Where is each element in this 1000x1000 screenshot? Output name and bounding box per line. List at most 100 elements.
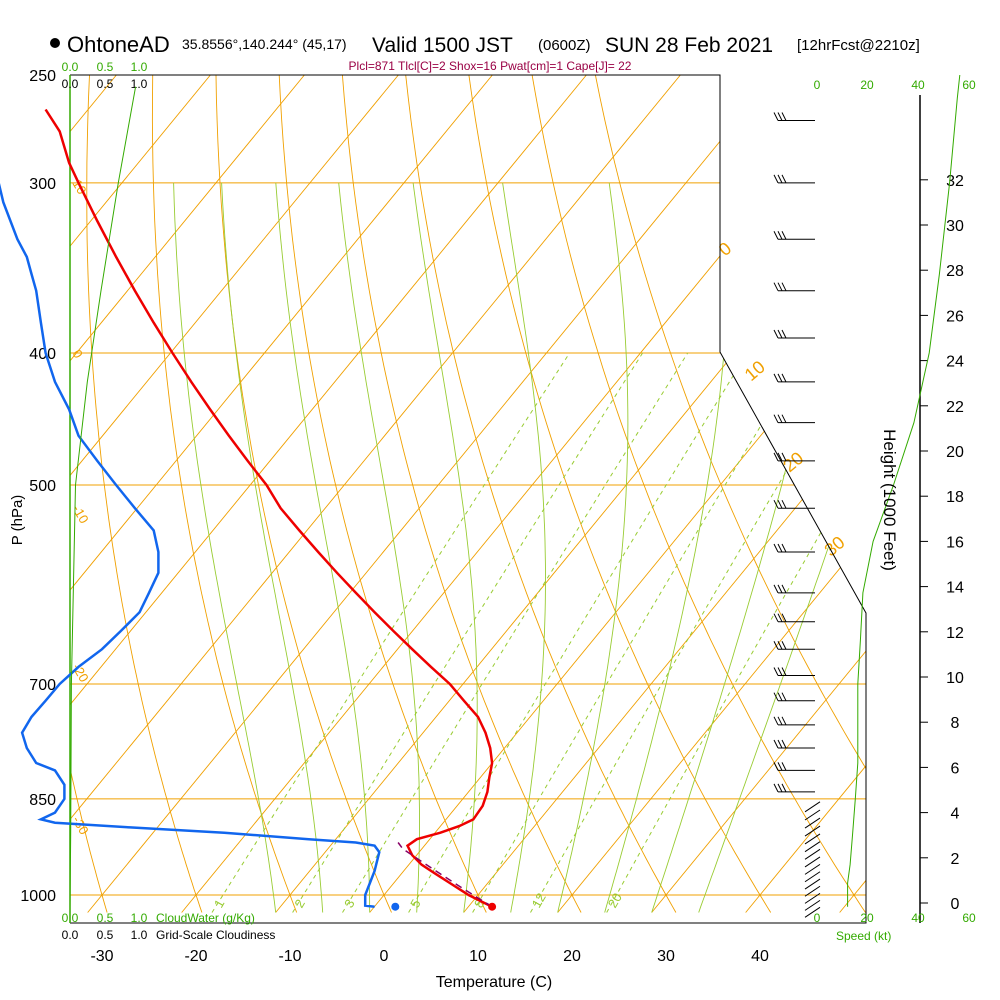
height-tick-label: 26 bbox=[946, 308, 964, 325]
moist-adiabat-line bbox=[651, 182, 845, 913]
y-axis-title: P (hPa) bbox=[9, 495, 26, 546]
wind-barb-staff bbox=[804, 809, 821, 821]
cloudiness-bottom-tick: 0.5 bbox=[97, 928, 114, 942]
wind-barb-flag bbox=[773, 414, 779, 423]
wind-barb-flag bbox=[773, 499, 779, 509]
wind-barb-flag bbox=[773, 762, 779, 771]
isotherm-line bbox=[70, 75, 587, 913]
isotherm-line bbox=[557, 75, 866, 913]
wind-barb-staff bbox=[804, 801, 821, 813]
wind-barb-flag bbox=[773, 640, 779, 650]
isotherm-line bbox=[70, 75, 117, 913]
wind-barb-staff bbox=[804, 833, 821, 845]
dry-adiabat-line bbox=[151, 75, 298, 913]
wind-barb-staff bbox=[804, 841, 821, 853]
isotherm-line bbox=[651, 75, 866, 913]
dewpoint-profile bbox=[0, 182, 381, 908]
wind-barb-flag bbox=[781, 543, 787, 553]
isotherm-line bbox=[745, 75, 866, 913]
cloudwater-label: CloudWater (g/Kg) bbox=[156, 911, 255, 925]
speed-bottom-tick: 0 bbox=[814, 911, 821, 925]
site-name: OhtoneAD bbox=[67, 32, 170, 57]
wind-barb-flag bbox=[777, 640, 783, 650]
temperature-tick-label: 20 bbox=[563, 948, 581, 965]
parcel-profile bbox=[397, 842, 493, 908]
wind-barb-flag bbox=[773, 543, 779, 553]
wind-barbs bbox=[773, 112, 821, 918]
height-tick-label: 20 bbox=[946, 444, 964, 461]
wind-barb-flag bbox=[777, 282, 783, 291]
header: OhtoneAD 35.8556°,140.244° (45,17) Valid… bbox=[50, 32, 920, 73]
wind-barb-flag bbox=[777, 174, 783, 184]
pressure-tick-label: 850 bbox=[29, 792, 56, 809]
isotherm-line bbox=[70, 75, 493, 913]
plot-frame bbox=[70, 74, 867, 924]
dry-adiabat-line bbox=[594, 75, 866, 913]
height-tick-label: 28 bbox=[946, 263, 964, 280]
mixing-ratio-line bbox=[292, 352, 644, 913]
isotherm-line bbox=[70, 75, 305, 913]
speed-bottom-tick: 40 bbox=[911, 911, 925, 925]
wind-barb-flag bbox=[777, 414, 783, 423]
wind-barb-flag bbox=[773, 584, 779, 594]
wind-barb-flag bbox=[773, 692, 779, 701]
height-tick-label: 16 bbox=[946, 534, 964, 551]
wind-barb-flag bbox=[773, 739, 779, 749]
wind-barb-flag bbox=[773, 174, 779, 184]
dry-adiabat-line bbox=[86, 75, 203, 913]
wind-barb-flag bbox=[773, 667, 779, 676]
wind-barb-flag bbox=[777, 667, 783, 676]
dry-adiabat-label: 0 bbox=[715, 238, 736, 260]
cloudiness-bottom-tick: 1.0 bbox=[131, 928, 148, 942]
wind-barb-staff bbox=[804, 906, 821, 918]
wind-barb-flag bbox=[777, 329, 783, 339]
wind-barb-flag bbox=[781, 692, 787, 701]
wind-barb-flag bbox=[781, 373, 787, 383]
wind-barb-flag bbox=[781, 739, 787, 749]
wind-barb-flag bbox=[781, 174, 787, 184]
isotherm-line bbox=[275, 75, 866, 913]
wind-barb-flag bbox=[777, 373, 783, 383]
wind-barb-flag bbox=[777, 499, 783, 509]
dry-adiabat-label: 0 bbox=[69, 347, 86, 361]
valid-date: SUN 28 Feb 2021 bbox=[605, 34, 773, 57]
mixing-ratio-label: 20 bbox=[605, 890, 625, 910]
pressure-tick-label: 700 bbox=[29, 677, 56, 694]
pressure-tick-label: 300 bbox=[29, 176, 56, 193]
wind-barb-flag bbox=[773, 373, 779, 383]
wind-barb-flag bbox=[773, 112, 779, 121]
wind-barb-flag bbox=[777, 716, 783, 726]
isotherm-line bbox=[369, 75, 866, 913]
wind-barb-staff bbox=[804, 863, 821, 875]
mixing-ratio-label: 2 bbox=[291, 897, 308, 911]
wind-barb-flag bbox=[781, 584, 787, 594]
wind-barb-flag bbox=[777, 230, 783, 240]
height-tick-label: 30 bbox=[946, 218, 964, 235]
dry-adiabat-label: -10 bbox=[69, 502, 91, 526]
wind-barb-staff bbox=[804, 856, 821, 868]
cloudwater-bottom-tick: 1.0 bbox=[131, 911, 148, 925]
pressure-tick-label: 250 bbox=[29, 68, 56, 85]
wind-barb-staff bbox=[804, 871, 821, 883]
wind-barb-flag bbox=[781, 112, 787, 121]
height-tick-label: 6 bbox=[951, 760, 960, 777]
wind-barb-flag bbox=[773, 716, 779, 726]
wind-barb-flag bbox=[777, 692, 783, 701]
height-tick-label: 14 bbox=[946, 580, 964, 597]
wind-barb-flag bbox=[773, 230, 779, 240]
moist-adiabat-line bbox=[173, 182, 277, 913]
thermo-grid bbox=[70, 75, 866, 913]
height-tick-label: 4 bbox=[951, 806, 960, 823]
height-tick-label: 24 bbox=[946, 354, 964, 371]
surface-dewpoint-dot bbox=[391, 902, 400, 911]
bullet-icon bbox=[50, 38, 60, 48]
cloudwater-top-tick: 0.5 bbox=[97, 60, 114, 74]
wind-barb-flag bbox=[781, 414, 787, 423]
temperature-tick-label: -10 bbox=[278, 948, 301, 965]
height-tick-label: 10 bbox=[946, 670, 964, 687]
mixing-ratio-line bbox=[530, 352, 857, 913]
height-tick-label: 8 bbox=[951, 715, 960, 732]
cloudwater-top-tick: 1.0 bbox=[131, 60, 148, 74]
forecast-tag: [12hrFcst@2210z] bbox=[797, 37, 920, 54]
dry-adiabat-label: 20 bbox=[779, 448, 807, 476]
